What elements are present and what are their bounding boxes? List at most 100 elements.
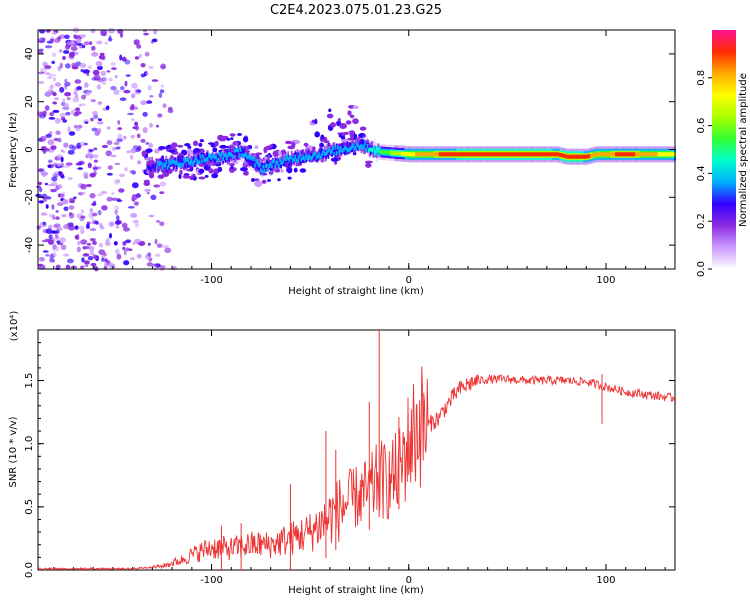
ridge-cell <box>516 152 519 157</box>
spectrogram-x-tick-label: -100 <box>200 275 223 286</box>
noise-dot <box>60 244 67 250</box>
clutter-dot <box>171 142 178 148</box>
ridge-cell <box>663 152 666 157</box>
ridge-cell <box>378 149 381 157</box>
noise-dot <box>76 38 82 43</box>
ridge-cell <box>270 164 273 169</box>
ridge-cell <box>367 143 370 150</box>
noise-dot <box>56 240 61 244</box>
ridge-cell <box>648 152 650 157</box>
ridge-cell <box>415 152 417 157</box>
noise-dot <box>107 126 111 130</box>
ridge-cell <box>187 153 190 165</box>
ridge-cell <box>450 152 453 157</box>
ridge-cell <box>419 152 422 157</box>
ridge-cell <box>464 152 467 157</box>
ridge-cell <box>373 150 376 155</box>
ridge-cell <box>337 145 339 150</box>
ridge-cell <box>547 152 550 157</box>
clutter-dot <box>352 105 359 109</box>
noise-dot <box>51 176 58 182</box>
noise-dot <box>69 198 75 202</box>
ridge-cell <box>283 156 286 161</box>
noise-dot <box>93 256 99 260</box>
ridge-cell <box>617 152 620 157</box>
ridge-cell <box>421 152 423 157</box>
noise-dot <box>38 71 45 75</box>
noise-dot <box>124 59 131 65</box>
noise-dot <box>67 176 73 181</box>
ridge-cell <box>424 152 427 157</box>
ridge-cell <box>550 152 552 157</box>
ridge-cell <box>593 152 596 157</box>
ridge-cell <box>216 154 219 162</box>
ridge-cell <box>403 151 405 156</box>
ridge-cell <box>486 152 488 157</box>
ridge-cell <box>184 159 187 164</box>
noise-dot <box>48 234 53 240</box>
noise-dot <box>104 261 108 267</box>
ridge-cell <box>333 152 336 157</box>
ridge-cell <box>587 154 590 159</box>
noise-dot <box>90 262 97 267</box>
ridge-cell <box>313 151 316 156</box>
spectrogram-marks <box>35 27 676 272</box>
ridge-cell <box>176 162 178 170</box>
ridge-cell <box>289 155 292 160</box>
ridge-cell <box>372 146 375 151</box>
ridge-cell <box>286 154 288 159</box>
noise-dot <box>49 74 56 77</box>
ridge-cell <box>482 152 485 157</box>
ridge-cell <box>281 161 284 166</box>
ridge-cell <box>532 152 534 157</box>
ridge-cell <box>290 158 293 166</box>
ridge-cell <box>635 152 637 157</box>
ridge-cell <box>402 151 404 156</box>
noise-dot <box>59 113 66 118</box>
ridge-cell <box>631 152 634 157</box>
ridge-cell <box>481 152 484 157</box>
ridge-cell <box>408 152 410 157</box>
ridge-cell <box>247 155 249 160</box>
noise-dot <box>44 182 49 186</box>
snr-y-tick-label: 1.5 <box>24 373 35 389</box>
ridge-cell <box>527 152 530 157</box>
noise-dot <box>113 89 120 96</box>
clutter-dot <box>328 108 332 113</box>
ridge-cell <box>154 164 157 169</box>
ridge-cell <box>164 162 166 174</box>
noise-dot <box>42 221 46 226</box>
ridge-cell <box>654 152 656 157</box>
ridge-cell <box>312 146 314 158</box>
ridge-cell <box>262 164 265 169</box>
noise-dot <box>123 135 127 140</box>
ridge-cell <box>341 149 344 154</box>
ridge-cell <box>159 160 162 165</box>
ridge-cell <box>157 161 159 169</box>
ridge-cell <box>228 152 230 156</box>
ridge-cell <box>183 159 185 171</box>
noise-dot <box>140 62 146 68</box>
noise-dot <box>149 95 154 98</box>
noise-dot <box>86 153 91 158</box>
noise-dot <box>160 84 165 88</box>
noise-dot <box>57 171 63 176</box>
ridge-cell <box>596 152 598 157</box>
noise-dot <box>39 187 43 193</box>
ridge-cell <box>508 152 511 157</box>
spectrogram-x-axis-label: Height of straight line (km) <box>288 286 424 297</box>
noise-dot <box>80 34 86 38</box>
ridge-cell <box>528 152 531 157</box>
ridge-cell <box>667 152 669 157</box>
clutter-dot <box>269 144 274 148</box>
noise-dot <box>96 40 103 45</box>
clutter-dot <box>198 168 205 174</box>
clutter-dot <box>230 165 234 170</box>
noise-dot <box>130 147 137 154</box>
noise-dot <box>110 86 117 91</box>
noise-dot <box>80 191 86 195</box>
ridge-cell <box>208 153 210 158</box>
ridge-cell <box>551 152 553 157</box>
ridge-cell <box>363 140 365 148</box>
ridge-cell <box>572 154 575 159</box>
